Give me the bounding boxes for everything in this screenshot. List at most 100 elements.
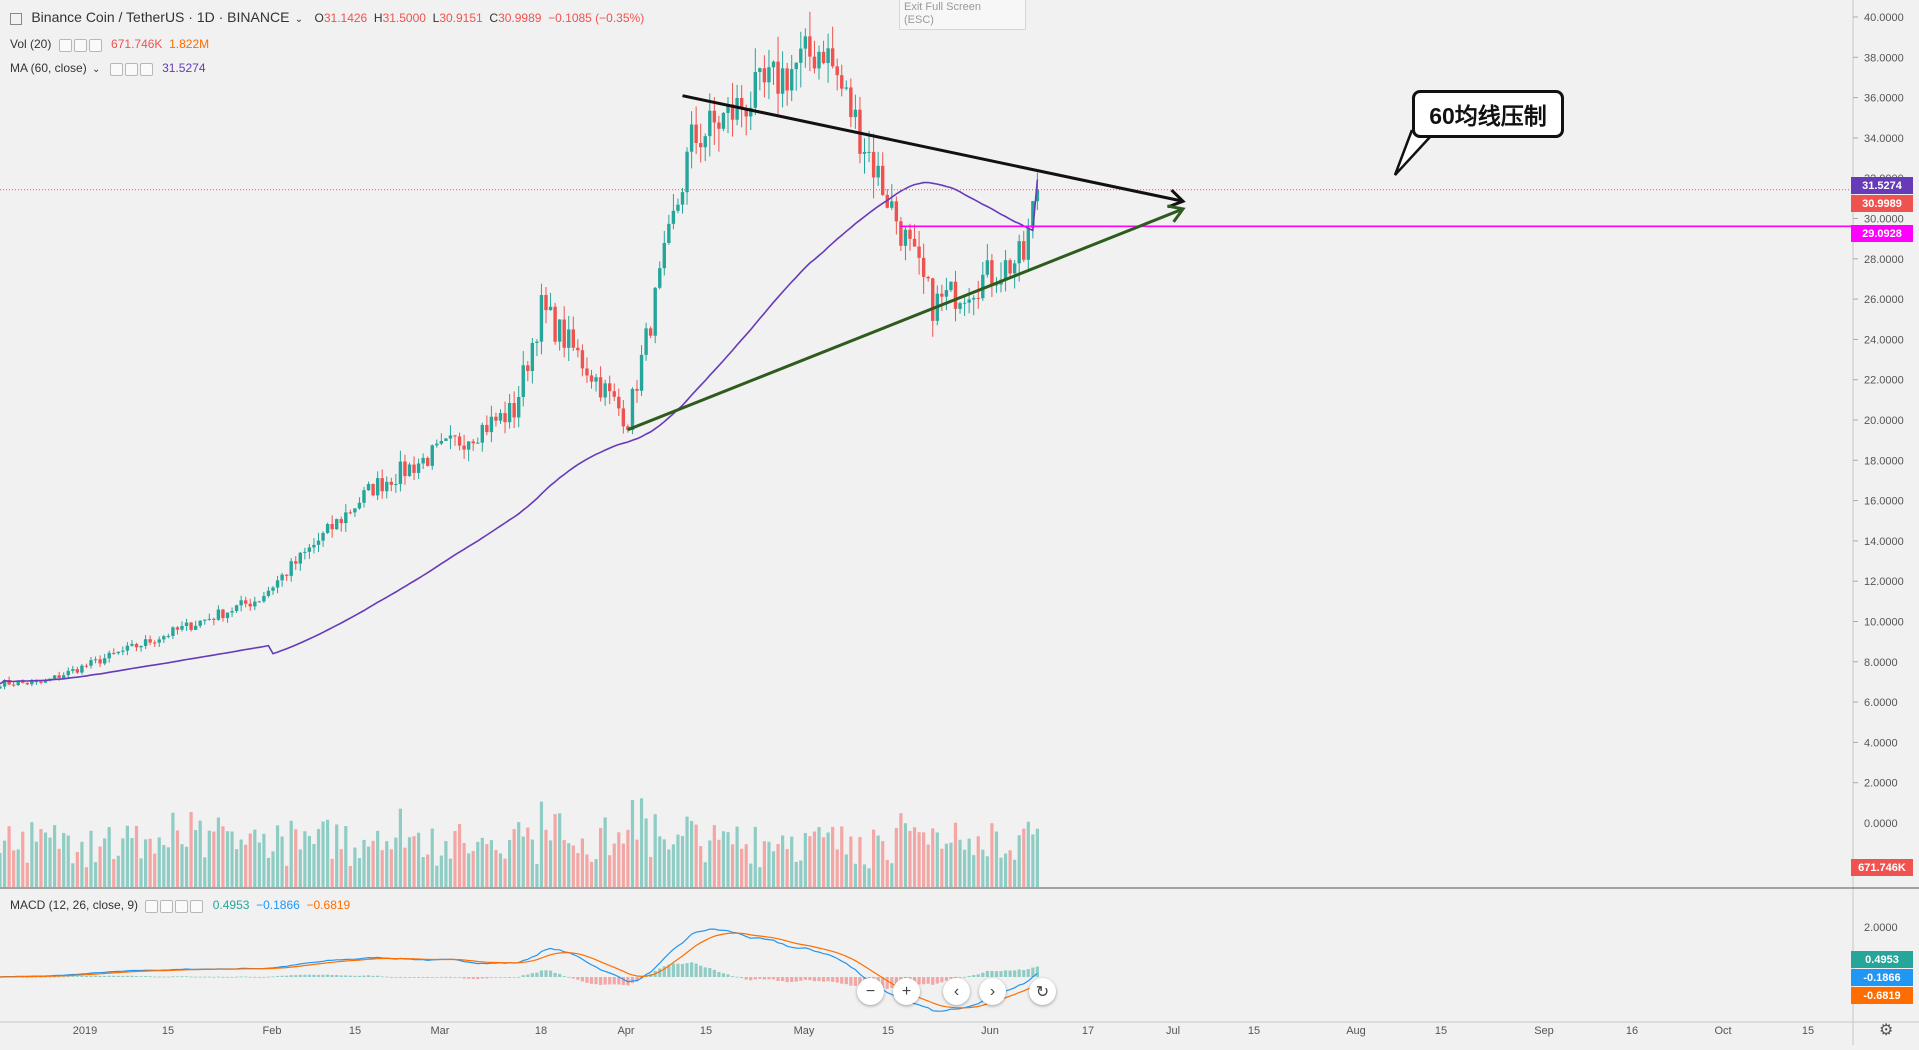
ohlc-open: 31.1426	[323, 11, 368, 25]
candle-body	[517, 396, 521, 418]
scroll-left-button[interactable]: ‹	[943, 978, 970, 1005]
reset-icon: ↻	[1035, 983, 1050, 1001]
zoom-out-button[interactable]: −	[857, 978, 884, 1005]
volume-bar	[144, 839, 148, 887]
candle-body	[98, 659, 102, 664]
volume-bar	[48, 837, 52, 887]
ma-label[interactable]: MA (60, close)	[10, 61, 87, 75]
annotation-callout[interactable]: 60均线压制	[1412, 90, 1564, 138]
study-tools[interactable]	[145, 899, 205, 913]
macd-histogram-bar	[844, 977, 848, 985]
candle-body	[990, 260, 994, 285]
price-tick-label: 0.0000	[1864, 818, 1898, 830]
time-tick-label: 2019	[73, 1025, 97, 1037]
candle-body	[398, 461, 403, 485]
volume-bar	[680, 835, 685, 887]
macd-histogram-bar	[244, 976, 248, 978]
eye-icon[interactable]	[58, 38, 72, 52]
macd-histogram-bar	[571, 977, 575, 979]
candle-body	[171, 627, 175, 636]
macd-label[interactable]: MACD (12, 26, close, 9)	[10, 898, 139, 912]
exit-fullscreen-button[interactable]: Exit Full Screen (ESC)	[899, 0, 1026, 30]
time-tick-label: May	[794, 1025, 815, 1037]
time-tick-label: Sep	[1534, 1025, 1554, 1037]
volume-bar	[171, 812, 175, 887]
eye-icon[interactable]	[145, 899, 159, 913]
volume-bar	[972, 855, 976, 887]
close-icon[interactable]	[190, 899, 204, 913]
ma-price-tag: 31.5274	[1851, 177, 1913, 194]
candle-body	[585, 368, 589, 376]
volume-label[interactable]: Vol (20)	[10, 37, 52, 51]
volume-bar	[407, 837, 412, 887]
close-icon[interactable]	[139, 62, 153, 76]
candle-body	[648, 328, 653, 336]
macd-histogram-bar	[184, 976, 189, 978]
volume-bar	[62, 832, 66, 887]
volume-bar	[548, 840, 553, 887]
chevron-down-icon[interactable]: ⌄	[294, 14, 304, 25]
eye-icon[interactable]	[109, 62, 123, 76]
chevron-down-icon[interactable]: ⌄	[92, 64, 101, 75]
macd-histogram-bar	[589, 977, 594, 984]
reset-button[interactable]: ↻	[1029, 978, 1056, 1005]
candle-body	[189, 622, 193, 630]
candle-body	[335, 519, 339, 530]
candle-body	[348, 512, 353, 514]
collapse-icon[interactable]	[10, 12, 22, 25]
study-tools[interactable]	[109, 62, 155, 76]
volume-bar	[180, 844, 184, 887]
candle-body	[676, 204, 680, 211]
candle-body	[689, 124, 694, 152]
settings-gear-icon[interactable]: ⚙	[1879, 1022, 1894, 1039]
gear-icon[interactable]	[160, 899, 174, 913]
candle-body	[284, 574, 289, 576]
candle-body	[180, 625, 184, 630]
macd-histogram-bar	[203, 976, 207, 978]
macd-histogram-bar	[380, 976, 384, 978]
candle-body	[353, 508, 357, 513]
volume-bar	[444, 840, 448, 887]
scroll-right-button[interactable]: ›	[979, 978, 1006, 1005]
candle-body	[881, 165, 885, 195]
candle-body	[112, 652, 116, 654]
price-tick-label: 24.0000	[1864, 334, 1904, 346]
candle-body	[830, 48, 835, 67]
volume-bar	[521, 836, 525, 887]
gear-icon[interactable]	[124, 62, 138, 76]
candle-body	[321, 532, 325, 541]
volume-bar	[57, 848, 61, 887]
time-tick-label: 15	[1435, 1025, 1447, 1037]
candle-body	[494, 416, 498, 421]
candle-body	[480, 424, 484, 443]
macd-histogram-bar	[462, 977, 466, 979]
macd-line-value: −0.1866	[256, 898, 300, 912]
volume-bar	[16, 849, 20, 887]
macd-histogram-bar	[808, 977, 812, 981]
volume-bar	[730, 844, 735, 887]
candle-body	[266, 590, 271, 596]
candle-body	[303, 551, 307, 553]
candle-body	[294, 561, 298, 564]
zoom-in-button[interactable]: +	[893, 978, 920, 1005]
candle-body	[994, 284, 999, 286]
macd-histogram-bar	[112, 975, 116, 977]
time-tick-label: Feb	[263, 1025, 282, 1037]
exit-fullscreen-hint: (ESC)	[904, 14, 934, 26]
volume-bar	[508, 839, 512, 887]
candle-body	[539, 294, 544, 342]
volume-bar	[580, 838, 584, 887]
macd-histogram-bar	[457, 977, 462, 978]
study-tools[interactable]	[58, 38, 104, 52]
code-icon[interactable]	[175, 899, 189, 913]
candle-body	[298, 552, 302, 564]
volume-bar	[535, 864, 539, 887]
volume-bar	[594, 859, 598, 887]
gear-icon[interactable]	[73, 38, 87, 52]
candle-body	[699, 143, 703, 148]
volume-bar	[34, 841, 38, 887]
close-icon[interactable]	[88, 38, 102, 52]
symbol-title[interactable]: Binance Coin / TetherUS · 1D · BINANCE	[31, 9, 290, 25]
